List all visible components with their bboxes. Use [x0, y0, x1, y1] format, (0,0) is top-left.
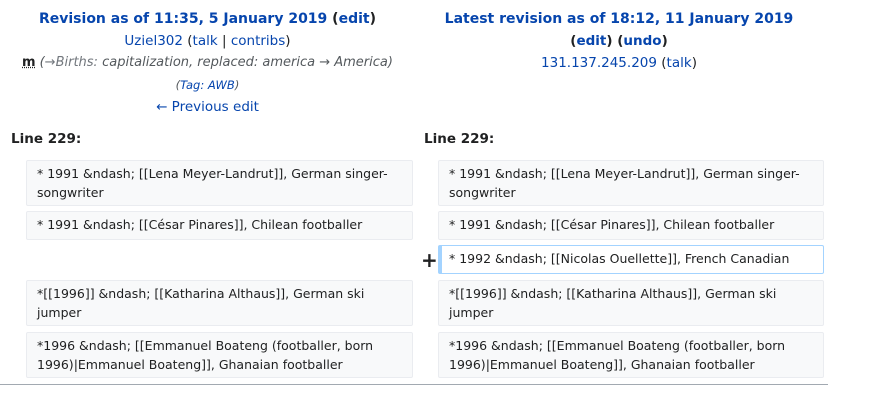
previous-edit-link[interactable]: ← Previous edit	[156, 99, 259, 115]
old-revision-title: Revision as of 11:35, 5 January 2019 (ed…	[38, 11, 376, 27]
new-revision-title: Latest revision as of 18:12, 11 January …	[414, 8, 824, 30]
undo-link[interactable]: undo	[623, 33, 662, 49]
new-revision-header: Latest revision as of 18:12, 11 January …	[414, 8, 824, 74]
summary-text: capitalization, replaced: america → Amer…	[102, 55, 388, 70]
old-revision-link[interactable]: Revision as of 11:35, 5 January 2019	[38, 11, 328, 27]
new-revision-actions: (edit) (undo)	[570, 33, 668, 49]
old-user-contribs-link[interactable]: contribs	[230, 33, 286, 49]
summary-section-link[interactable]: →Births:	[44, 55, 98, 70]
new-revision-link[interactable]: Latest revision as of 18:12, 11 January …	[444, 11, 794, 27]
old-user-talk-link[interactable]: talk	[192, 33, 218, 49]
old-context-row: * 1991 &ndash; [[Lena Meyer-Landrut]], G…	[26, 160, 413, 206]
new-context-row: *1996 &ndash; [[Emmanuel Boateng (footba…	[438, 332, 824, 378]
old-context-row: *1996 &ndash; [[Emmanuel Boateng (footba…	[26, 332, 413, 378]
added-line-row: * 1992 &ndash; [[Nicolas Ouellette]], Fr…	[438, 245, 824, 274]
tag-value-link[interactable]: AWB	[207, 78, 235, 92]
minor-edit-flag: m	[22, 55, 36, 70]
old-line-number: Line 229:	[11, 131, 82, 147]
tag-label-link[interactable]: Tag:	[180, 78, 205, 92]
new-line-number: Line 229:	[424, 131, 495, 147]
edit-tag: (Tag: AWB)	[175, 78, 240, 92]
old-revision-header: Revision as of 11:35, 5 January 2019 (ed…	[0, 8, 415, 118]
edit-summary: m (→Births: capitalization, replaced: ame…	[22, 55, 393, 70]
old-revision-user: Uziel302 (talk | contribs)	[124, 33, 291, 49]
new-revision-user: 131.137.245.209 (talk)	[541, 55, 697, 71]
new-context-row: *[[1996]] &ndash; [[Katharina Althaus]],…	[438, 280, 824, 326]
new-user-talk-link[interactable]: talk	[666, 55, 692, 71]
new-context-row: * 1991 &ndash; [[César Pinares]], Chilea…	[438, 211, 824, 240]
old-context-row: *[[1996]] &ndash; [[Katharina Althaus]],…	[26, 280, 413, 326]
new-context-row: * 1991 &ndash; [[Lena Meyer-Landrut]], G…	[438, 160, 824, 206]
old-context-row: * 1991 &ndash; [[César Pinares]], Chilea…	[26, 211, 413, 240]
old-user-link[interactable]: Uziel302	[124, 33, 183, 49]
old-edit-link[interactable]: edit	[338, 11, 370, 27]
new-user-link[interactable]: 131.137.245.209	[541, 55, 657, 71]
diff-bottom-divider	[0, 384, 828, 385]
added-line-marker: +	[421, 248, 438, 272]
new-edit-link[interactable]: edit	[576, 33, 607, 49]
